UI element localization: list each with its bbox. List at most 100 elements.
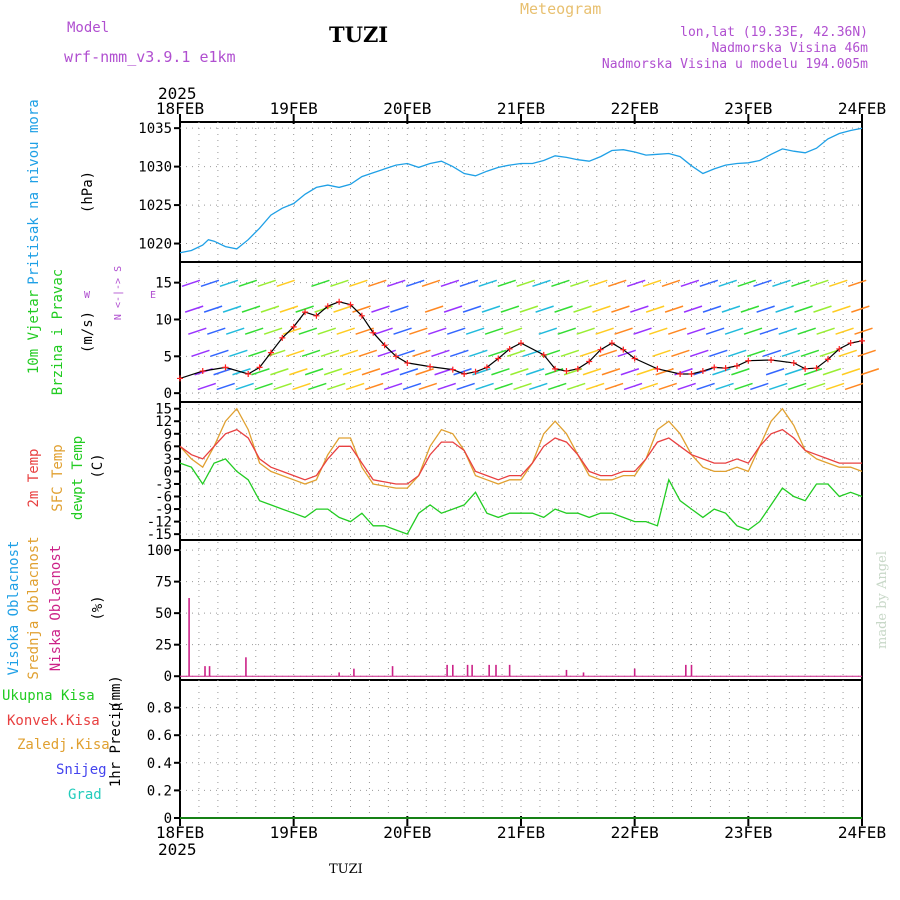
wind-arrow [740, 305, 760, 313]
wind-arrow [443, 305, 463, 313]
wind-arrow [743, 327, 763, 335]
y-tick-label: 15 [155, 276, 172, 292]
wind-arrow [699, 279, 719, 288]
wind-arrow [446, 327, 466, 335]
x-year-top: 2025 [158, 84, 197, 103]
wind-arrow [851, 305, 870, 313]
wind-compass-e: E [150, 290, 156, 301]
wind-arrow [727, 349, 747, 358]
wind-speed-cross [290, 323, 297, 330]
wind-arrow [380, 368, 400, 376]
footer-station: TUZI [329, 862, 363, 877]
wind-arrow [200, 279, 220, 288]
wind-arrow [844, 382, 864, 391]
wind-arrow [481, 305, 501, 313]
elevation-label: Nadmorska Visina 46m [711, 41, 868, 56]
y-tick-label: 1025 [138, 198, 172, 214]
wind-speed-cross [461, 371, 468, 377]
wind-arrow [750, 382, 769, 391]
x-tick-label-top: 18FEB [156, 99, 204, 118]
wind-arrow [393, 327, 412, 335]
wind-arrow [497, 279, 516, 288]
y-tick-label: 0.6 [147, 728, 172, 744]
x-tick-label-top: 22FEB [611, 99, 659, 118]
x-tick-label-top: 23FEB [724, 99, 772, 118]
wind-arrow [718, 279, 737, 288]
wind-arrow [244, 327, 264, 335]
wind-speed-cross [302, 309, 309, 316]
wind-arrow [396, 349, 415, 358]
wind-arrow [560, 349, 580, 358]
wind-arrow [664, 305, 684, 313]
wind-arrow [781, 349, 801, 358]
wind-speed-cross [688, 371, 695, 377]
wind-speed-cross [495, 355, 502, 362]
wind-arrow [702, 305, 722, 313]
wind-arrow [311, 279, 330, 288]
wind-arrow [813, 305, 832, 313]
precip-legend-3: Snijeg [56, 762, 107, 778]
wind-arrow [548, 382, 567, 391]
x-tick-label-bottom: 18FEB [156, 823, 204, 842]
x-tick-label-top: 19FEB [270, 99, 318, 118]
wind-arrow [415, 368, 434, 376]
wind-arrow [724, 327, 744, 335]
x-tick-label-top: 24FEB [838, 99, 886, 118]
wind-arrow [203, 305, 223, 313]
wind-speed-cross [768, 357, 775, 363]
y-tick-label: -3 [155, 477, 172, 493]
y-tick-label: -12 [147, 515, 172, 531]
wind-arrow [377, 349, 396, 358]
wind-arrow [210, 349, 229, 358]
wind-arrow [225, 327, 245, 335]
wind-arrow [611, 305, 630, 313]
wind-arrow [731, 368, 750, 376]
wind-arrow [778, 327, 797, 335]
wind-speed-cross [506, 345, 513, 352]
wind-arrow [216, 382, 235, 391]
wind-arrow [248, 349, 267, 358]
y-tick-label: -6 [155, 490, 172, 506]
y-tick-label: 0.2 [147, 783, 172, 799]
wind-arrow [371, 305, 390, 313]
wind-arrow [753, 279, 772, 288]
wind-speed-cross [722, 365, 729, 372]
wind-arrow [522, 349, 542, 358]
wind-arrow [762, 349, 782, 358]
wind-arrow [431, 349, 450, 358]
wind-arrow [721, 305, 741, 313]
wind-speed-cross [336, 298, 343, 305]
wind-arrow [595, 327, 614, 335]
wind-arrow [712, 368, 731, 376]
wind-speed-cross [427, 363, 434, 370]
wind-arrow [184, 305, 204, 313]
wind-arrow [478, 279, 498, 288]
dewpt-temp-line [179, 458, 863, 535]
wind-speed-cross [631, 355, 638, 362]
wind-speed-cross [824, 356, 831, 363]
wind-arrow [188, 327, 207, 335]
cloud-axis-label-high: Visoka Oblacnost [6, 541, 22, 676]
wind-arrow [803, 368, 823, 376]
wind-arrow [630, 305, 649, 313]
wind-arrow [841, 368, 861, 376]
wind-speed-cross [608, 340, 615, 347]
wind-arrow [456, 382, 475, 391]
wind-arrow [810, 279, 829, 288]
wind-arrow [345, 382, 365, 391]
wind-arrow [352, 305, 371, 313]
wind-arrow [273, 382, 292, 391]
wind-speed-cross [836, 345, 843, 352]
temp-axis-label-dewpt: dewpt Temp [70, 436, 86, 520]
wind-arrow [465, 327, 485, 335]
y-tick-label: 0 [164, 669, 172, 685]
y-tick-label: 5 [164, 349, 172, 365]
panel-frame-4 [179, 679, 863, 819]
model-label: Model [67, 20, 110, 36]
wind-arrow [197, 382, 217, 391]
wind-arrow [368, 279, 387, 288]
wind-arrow [383, 382, 403, 391]
wind-speed-cross [483, 364, 490, 371]
wind-speed-cross [802, 365, 809, 372]
temp-unit-label: (C) [90, 453, 106, 478]
